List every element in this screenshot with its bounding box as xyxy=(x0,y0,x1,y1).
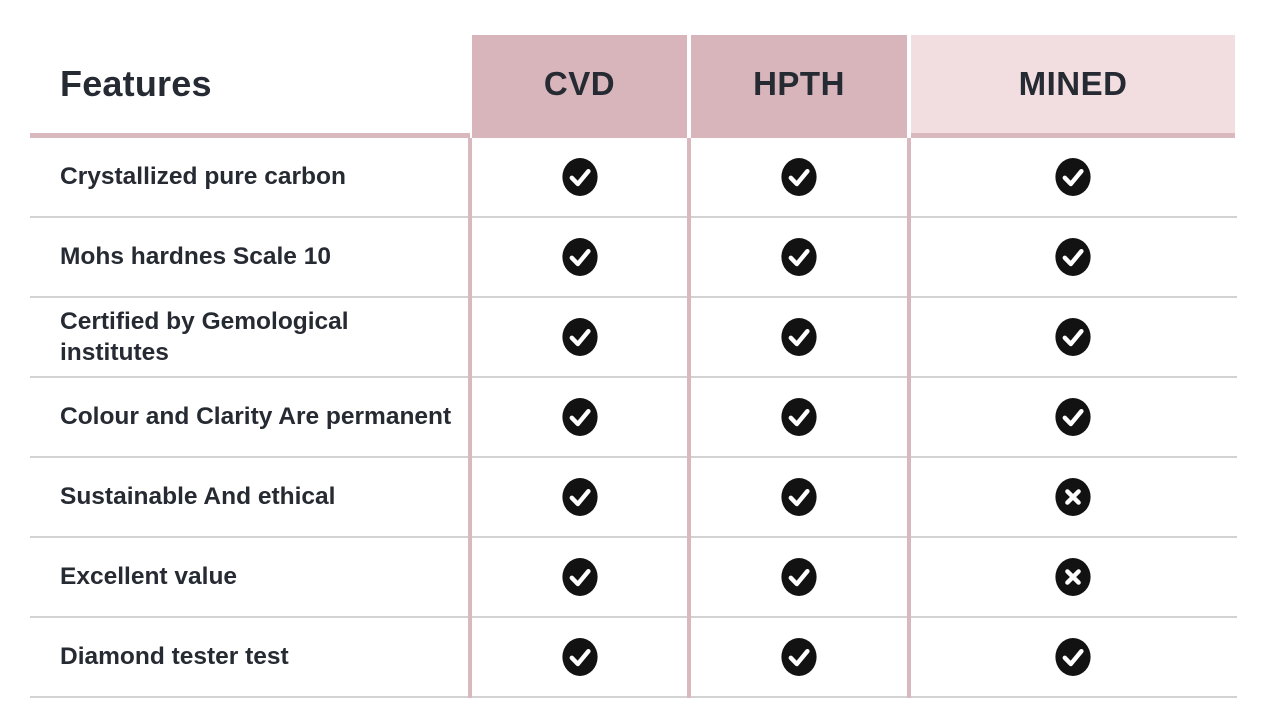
comparison-table: Features CVD HPTH MINED Crystallized pur… xyxy=(30,35,1237,698)
column-divider xyxy=(687,138,691,698)
column-divider xyxy=(468,138,472,698)
check-cell xyxy=(909,298,1237,376)
features-header-label: Features xyxy=(60,63,212,104)
feature-label: Sustainable And ethical xyxy=(60,483,336,511)
check-icon xyxy=(561,638,598,676)
check-icon xyxy=(561,478,598,516)
check-icon xyxy=(1055,398,1091,436)
check-cell xyxy=(470,538,689,616)
column-header-block: CVD xyxy=(472,35,687,138)
feature-label: Crystallized pure carbon xyxy=(60,163,346,191)
feature-label: Certified by Gemological institutes xyxy=(60,307,349,366)
check-icon xyxy=(781,398,817,436)
check-icon xyxy=(561,398,598,436)
table-row: Mohs hardnes Scale 10 xyxy=(30,218,1237,298)
column-header-mined: MINED xyxy=(909,35,1237,138)
check-icon xyxy=(1055,238,1091,276)
check-icon xyxy=(781,238,817,276)
column-header-hpth: HPTH xyxy=(689,35,909,138)
check-icon xyxy=(561,238,598,276)
check-icon xyxy=(781,638,817,676)
feature-label: Excellent value xyxy=(60,563,238,591)
column-header-label: MINED xyxy=(1018,65,1128,102)
column-header-block: MINED xyxy=(911,35,1235,138)
cross-cell xyxy=(909,538,1237,616)
check-cell xyxy=(470,298,689,376)
check-cell xyxy=(909,378,1237,456)
check-cell xyxy=(689,538,909,616)
check-cell xyxy=(909,218,1237,296)
check-cell xyxy=(689,378,909,456)
column-header-cvd: CVD xyxy=(470,35,689,138)
check-cell xyxy=(689,298,909,376)
column-header-block: HPTH xyxy=(691,35,907,138)
check-icon xyxy=(1055,638,1091,676)
check-cell xyxy=(470,138,689,216)
table-row: Excellent value xyxy=(30,538,1237,618)
column-header-label: CVD xyxy=(543,65,616,102)
check-cell xyxy=(909,138,1237,216)
check-icon xyxy=(781,158,817,196)
table-row: Crystallized pure carbon xyxy=(30,138,1237,218)
check-cell xyxy=(470,218,689,296)
check-icon xyxy=(561,558,598,596)
column-divider xyxy=(907,138,911,698)
column-header-label: HPTH xyxy=(753,65,845,102)
check-cell xyxy=(470,378,689,456)
check-icon xyxy=(561,318,598,356)
check-cell xyxy=(909,618,1237,696)
check-icon xyxy=(781,318,817,356)
check-cell xyxy=(689,138,909,216)
cross-icon xyxy=(1055,558,1091,596)
check-icon xyxy=(781,558,817,596)
table-body: Crystallized pure carbon Mohs hardnes Sca… xyxy=(30,138,1237,698)
feature-label: Mohs hardnes Scale 10 xyxy=(60,243,331,271)
table-row: Certified by Gemological institutes xyxy=(30,298,1237,378)
check-icon xyxy=(1055,158,1091,196)
features-header-cell: Features xyxy=(30,35,470,138)
check-icon xyxy=(1055,318,1091,356)
table-row: Colour and Clarity Are permanent xyxy=(30,378,1237,458)
feature-label: Diamond tester test xyxy=(60,643,289,671)
check-cell xyxy=(689,218,909,296)
table-header-row: Features CVD HPTH MINED xyxy=(30,35,1237,138)
check-cell xyxy=(689,458,909,536)
check-icon xyxy=(781,478,817,516)
check-icon xyxy=(561,158,598,196)
cross-icon xyxy=(1055,478,1091,516)
table-row: Diamond tester test xyxy=(30,618,1237,698)
check-cell xyxy=(689,618,909,696)
check-cell xyxy=(470,458,689,536)
feature-label: Colour and Clarity Are permanent xyxy=(60,403,452,431)
table-row: Sustainable And ethical xyxy=(30,458,1237,538)
check-cell xyxy=(470,618,689,696)
cross-cell xyxy=(909,458,1237,536)
